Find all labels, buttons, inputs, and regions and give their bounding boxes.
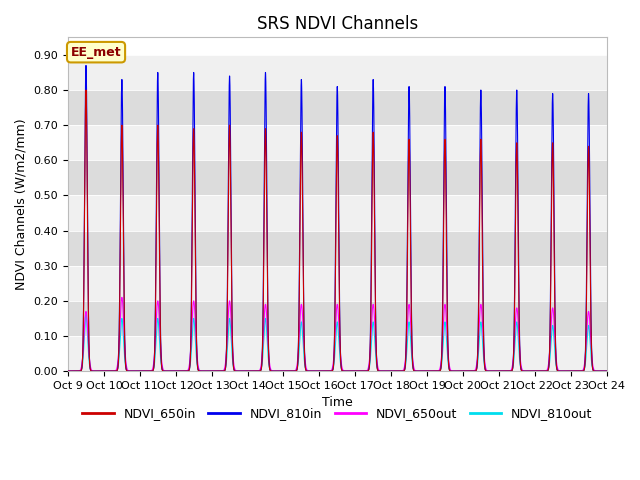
Text: EE_met: EE_met — [71, 46, 122, 59]
Bar — [68, 336, 607, 371]
X-axis label: Time: Time — [322, 396, 353, 409]
Bar — [68, 301, 607, 336]
Legend: NDVI_650in, NDVI_810in, NDVI_650out, NDVI_810out: NDVI_650in, NDVI_810in, NDVI_650out, NDV… — [77, 402, 597, 425]
Bar — [68, 195, 607, 230]
Bar — [68, 266, 607, 301]
Bar — [68, 55, 607, 90]
Bar — [68, 160, 607, 195]
Bar — [68, 90, 607, 125]
Bar — [68, 125, 607, 160]
Bar — [68, 230, 607, 266]
Y-axis label: NDVI Channels (W/m2/mm): NDVI Channels (W/m2/mm) — [15, 119, 28, 290]
Title: SRS NDVI Channels: SRS NDVI Channels — [257, 15, 418, 33]
